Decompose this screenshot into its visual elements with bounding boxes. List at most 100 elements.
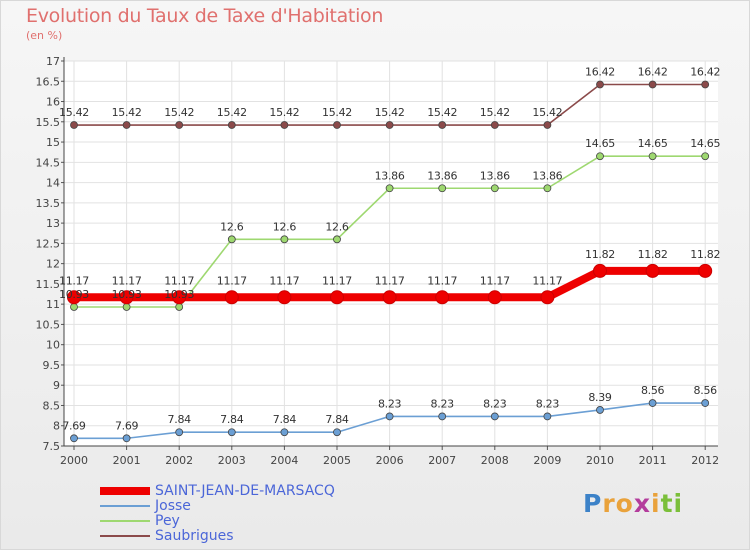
legend-swatch	[100, 487, 150, 495]
data-point	[701, 399, 710, 407]
y-tick-label: 12	[46, 258, 60, 271]
logo-letter: x	[633, 489, 651, 518]
data-point	[490, 184, 499, 193]
data-label: 8.23	[483, 397, 507, 410]
legend-label: SAINT-JEAN-DE-MARSACQ	[155, 483, 335, 499]
data-point	[122, 121, 131, 129]
data-point	[593, 263, 607, 278]
y-tick-label: 9.5	[43, 359, 61, 372]
data-label: 15.42	[164, 106, 194, 119]
y-tick-label: 8.5	[43, 399, 61, 412]
data-label: 11.17	[217, 274, 247, 287]
data-label: 8.23	[378, 397, 402, 410]
data-label: 11.17	[375, 274, 405, 287]
data-label: 8.56	[641, 384, 665, 397]
data-label: 8.56	[694, 384, 718, 397]
data-label: 15.42	[375, 106, 405, 119]
logo-letter: P	[583, 489, 603, 518]
logo-letter: i	[673, 489, 684, 518]
logo-letter: i	[651, 489, 661, 518]
data-label: 7.84	[168, 413, 192, 426]
y-tick-label: 13	[46, 217, 60, 230]
x-tick-label: 2006	[376, 454, 404, 467]
x-tick-label: 2002	[165, 454, 193, 467]
data-point	[70, 303, 78, 311]
y-tick-label: 14.5	[36, 156, 61, 169]
data-label: 11.17	[59, 274, 89, 287]
data-point	[122, 434, 131, 443]
data-label: 11.17	[427, 274, 457, 287]
data-point	[540, 290, 555, 305]
x-tick-label: 2008	[481, 454, 509, 467]
data-label: 11.17	[322, 274, 352, 287]
data-label: 15.42	[480, 106, 510, 119]
data-label: 7.69	[62, 419, 86, 432]
data-label: 11.82	[638, 248, 668, 261]
data-label: 12.6	[220, 220, 244, 233]
data-label: 7.84	[325, 413, 349, 426]
data-label: 16.42	[585, 66, 615, 79]
data-point	[648, 80, 657, 89]
legend-swatch	[100, 520, 150, 522]
y-tick-label: 14	[46, 177, 60, 190]
data-label: 11.17	[164, 274, 194, 287]
data-label: 15.42	[112, 106, 142, 119]
y-tick-label: 9	[53, 379, 60, 392]
data-point	[596, 152, 604, 161]
legend-label: Josse	[155, 498, 191, 514]
data-point	[119, 290, 134, 305]
y-tick-label: 16	[46, 96, 60, 109]
x-tick-label: 2004	[270, 454, 298, 467]
data-point	[701, 80, 710, 89]
data-point	[645, 263, 660, 278]
y-tick-label: 13.5	[36, 197, 61, 210]
y-tick-label: 11	[46, 298, 60, 311]
data-label: 15.42	[532, 106, 562, 119]
data-point	[175, 121, 184, 129]
x-tick-label: 2001	[113, 454, 141, 467]
y-tick-label: 17	[46, 55, 60, 68]
y-tick-label: 8	[53, 420, 60, 433]
data-point	[382, 290, 397, 305]
x-tick-label: 2011	[639, 454, 667, 467]
data-label: 11.17	[480, 274, 510, 287]
data-point	[490, 121, 499, 129]
data-point	[67, 290, 81, 305]
data-point	[435, 290, 450, 305]
data-label: 11.82	[585, 248, 615, 261]
data-label: 10.93	[164, 288, 194, 301]
data-label: 15.42	[427, 106, 457, 119]
legend-swatch	[100, 535, 150, 537]
data-label: 7.84	[273, 413, 297, 426]
data-point	[698, 263, 713, 278]
data-point	[333, 121, 341, 129]
y-tick-label: 15.5	[36, 116, 61, 129]
data-point	[70, 434, 78, 443]
data-point	[280, 235, 289, 244]
data-label: 11.17	[532, 274, 562, 287]
y-tick-label: 15	[46, 136, 60, 149]
data-point	[172, 290, 187, 305]
data-label: 16.42	[690, 66, 720, 79]
data-point	[277, 290, 292, 305]
data-label: 8.23	[431, 397, 455, 410]
y-tick-label: 16.5	[36, 75, 61, 88]
data-label: 8.39	[588, 391, 612, 404]
data-point	[333, 235, 341, 244]
data-label: 8.23	[536, 397, 560, 410]
data-label: 14.65	[690, 137, 720, 150]
data-label: 10.93	[59, 288, 89, 301]
data-point	[648, 152, 657, 161]
data-point	[543, 184, 552, 193]
data-label: 15.42	[59, 106, 89, 119]
logo-letter: o	[615, 489, 634, 518]
data-point	[385, 121, 394, 129]
data-label: 13.86	[375, 169, 405, 182]
legend-label: Pey	[155, 513, 180, 529]
y-tick-label: 10.5	[36, 318, 61, 331]
data-point	[701, 152, 710, 161]
chart-subtitle: (en %)	[26, 29, 63, 42]
data-label: 11.17	[112, 274, 142, 287]
data-point	[385, 412, 394, 421]
